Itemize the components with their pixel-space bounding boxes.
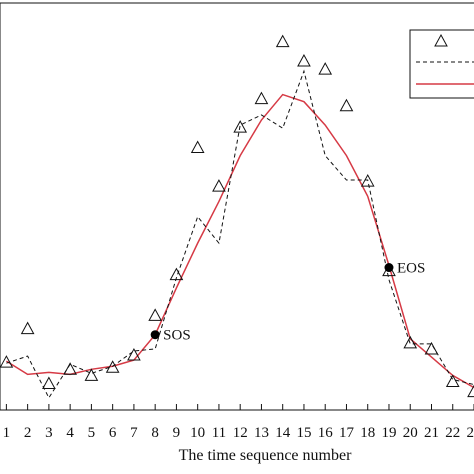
x-tick-label: 12 [233, 425, 248, 441]
x-tick-label: 20 [403, 425, 418, 441]
x-tick-label: 9 [173, 425, 181, 441]
x-axis-label: The time sequence number [179, 447, 352, 464]
x-tick-label: 16 [318, 425, 334, 441]
observed-point [127, 348, 141, 361]
observed-point [360, 174, 375, 187]
observed-point [403, 335, 418, 349]
observed-point [169, 267, 184, 281]
observed-point [0, 355, 14, 368]
observed-point [339, 98, 354, 112]
x-tick-label: 4 [66, 425, 74, 441]
x-tick-label: 19 [381, 425, 396, 441]
x-tick-label: 23 [467, 425, 474, 441]
x-tick-label: 3 [45, 425, 53, 441]
annotation-label: SOS [163, 328, 191, 344]
x-tick-label: 6 [109, 425, 117, 441]
observed-point [233, 120, 248, 133]
observed-point [254, 91, 269, 105]
series-fitted [5, 93, 474, 389]
observed-point [212, 179, 226, 192]
axes [0, 2, 474, 411]
x-tick-label: 5 [88, 425, 96, 441]
series-dashed [6, 69, 474, 399]
x-tick-label: 21 [424, 425, 439, 441]
x-tick-label: 14 [275, 425, 291, 441]
legend-box [409, 29, 474, 99]
dashed-line [6, 69, 474, 399]
observed-point [318, 62, 333, 75]
observed-point [424, 341, 439, 355]
legend [409, 29, 474, 99]
series-observed [0, 34, 474, 398]
x-tick-label: 15 [296, 425, 311, 441]
observed-point [63, 362, 77, 375]
observed-point [445, 374, 460, 388]
observed-point [275, 34, 290, 48]
observed-point [84, 368, 99, 381]
x-tick-label: 11 [212, 425, 226, 441]
x-tick-label: 10 [190, 425, 205, 441]
observed-point [20, 321, 35, 335]
observed-point [190, 140, 205, 153]
x-tick-label: 22 [445, 425, 460, 441]
x-tick-label: 17 [339, 425, 355, 441]
observed-point [42, 376, 56, 390]
legend-triangle-marker [434, 33, 448, 47]
observed-point [148, 308, 163, 321]
observed-point [297, 53, 311, 67]
x-tick-label: 18 [360, 425, 375, 441]
x-tick-label: 13 [254, 425, 269, 441]
annotation-point [384, 263, 394, 273]
x-tick-labels: 1234567891011121314151617181920212223 [3, 425, 474, 441]
annotation-point [150, 330, 160, 340]
x-tick-label: 2 [24, 425, 32, 441]
observed-point [105, 360, 120, 373]
observed-point [467, 384, 474, 398]
x-tick-label: 8 [151, 425, 159, 441]
annotations: SOS EOS [150, 261, 425, 344]
fitted-line [5, 93, 474, 389]
x-ticks [5, 404, 474, 410]
x-tick-label: 1 [3, 425, 11, 441]
annotation-label: EOS [397, 261, 425, 277]
x-tick-label: 7 [130, 425, 138, 441]
